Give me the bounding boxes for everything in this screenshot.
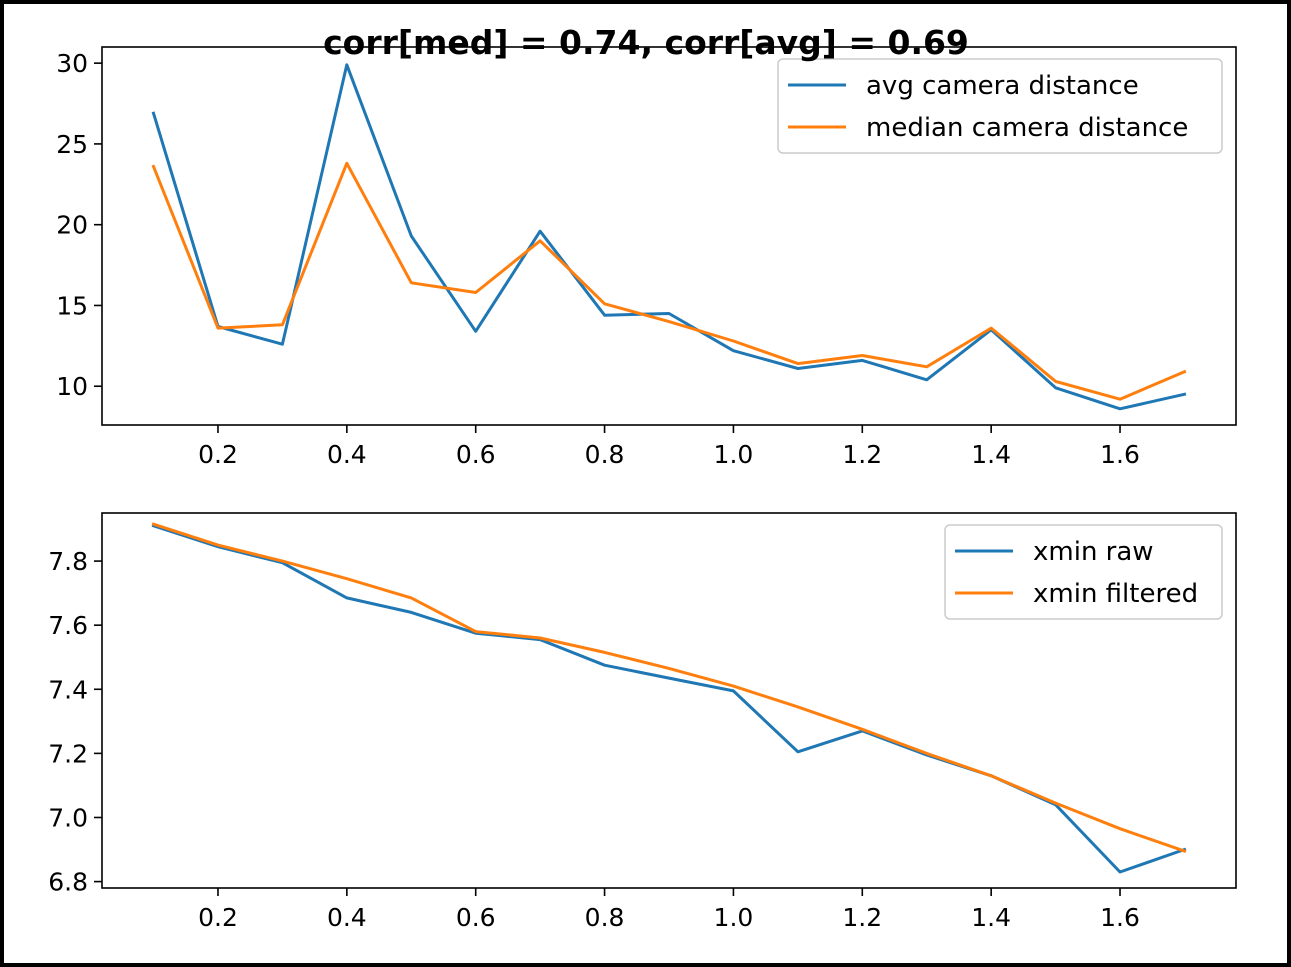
legend-label-1: xmin raw xyxy=(1033,537,1154,567)
legend-label-2: xmin filtered xyxy=(1033,579,1198,609)
subplot-1: 0.2 0.4 0.6 0.8 1.0 1.2 1.4 1.6 10 15 20 25 30 avg ca… xyxy=(56,23,1237,469)
y-tick-label: 7.0 xyxy=(48,803,88,832)
axes-frame xyxy=(101,46,1237,426)
subplot-2: 0.2 0.4 0.6 0.8 1.0 1.2 1.4 1.6 6.8 7.0 7.2 7.4 7.6 7… xyxy=(48,512,1237,932)
y-tick-label: 30 xyxy=(56,49,88,78)
chart-canvas: 0.2 0.4 0.6 0.8 1.0 1.2 1.4 1.6 10 15 20 25 30 avg ca… xyxy=(48,23,1237,932)
x-tick-label: 0.6 xyxy=(456,903,496,932)
x-tick-label: 0.2 xyxy=(198,440,238,469)
x-tick-label: 1.0 xyxy=(714,903,754,932)
y-tick-label: 6.8 xyxy=(48,868,88,897)
y-tick-label: 15 xyxy=(56,291,88,320)
series-line-1 xyxy=(151,63,1187,411)
legend-label-1: avg camera distance xyxy=(866,71,1139,101)
x-tick-label: 0.6 xyxy=(456,440,496,469)
y-tick-label: 20 xyxy=(56,211,88,240)
x-tick-label: 1.0 xyxy=(714,440,754,469)
x-tick-label: 1.2 xyxy=(842,440,882,469)
legend-label-2: median camera distance xyxy=(866,113,1188,143)
y-tick-label: 7.2 xyxy=(48,739,88,768)
y-tick-label: 10 xyxy=(56,372,88,401)
y-tick-label: 7.6 xyxy=(48,611,88,640)
x-tick-label: 0.4 xyxy=(327,440,367,469)
y-tick-label: 7.4 xyxy=(48,675,88,704)
x-tick-label: 0.8 xyxy=(585,440,625,469)
x-tick-label: 1.6 xyxy=(1100,440,1140,469)
x-tick-label: 1.4 xyxy=(971,440,1011,469)
x-tick-label: 1.4 xyxy=(971,903,1011,932)
chart-title: corr[med] = 0.74, corr[avg] = 0.69 xyxy=(323,23,969,62)
legend: avg camera distance median camera distanc… xyxy=(777,58,1223,154)
x-tick-label: 1.6 xyxy=(1100,903,1140,932)
series-line-2 xyxy=(151,161,1187,401)
series-line-2 xyxy=(151,522,1187,854)
y-tick-label: 25 xyxy=(56,130,88,159)
figure: 0.2 0.4 0.6 0.8 1.0 1.2 1.4 1.6 10 15 20 25 30 avg ca… xyxy=(4,4,1287,963)
x-tick-label: 1.2 xyxy=(842,903,882,932)
x-tick-label: 0.8 xyxy=(585,903,625,932)
x-tick-label: 0.4 xyxy=(327,903,367,932)
y-tick-label: 7.8 xyxy=(48,547,88,576)
axes-frame xyxy=(101,512,1237,889)
x-tick-label: 0.2 xyxy=(198,903,238,932)
legend-box xyxy=(777,58,1223,154)
legend-box xyxy=(944,524,1223,620)
legend: xmin raw xmin filtered xyxy=(944,524,1223,620)
